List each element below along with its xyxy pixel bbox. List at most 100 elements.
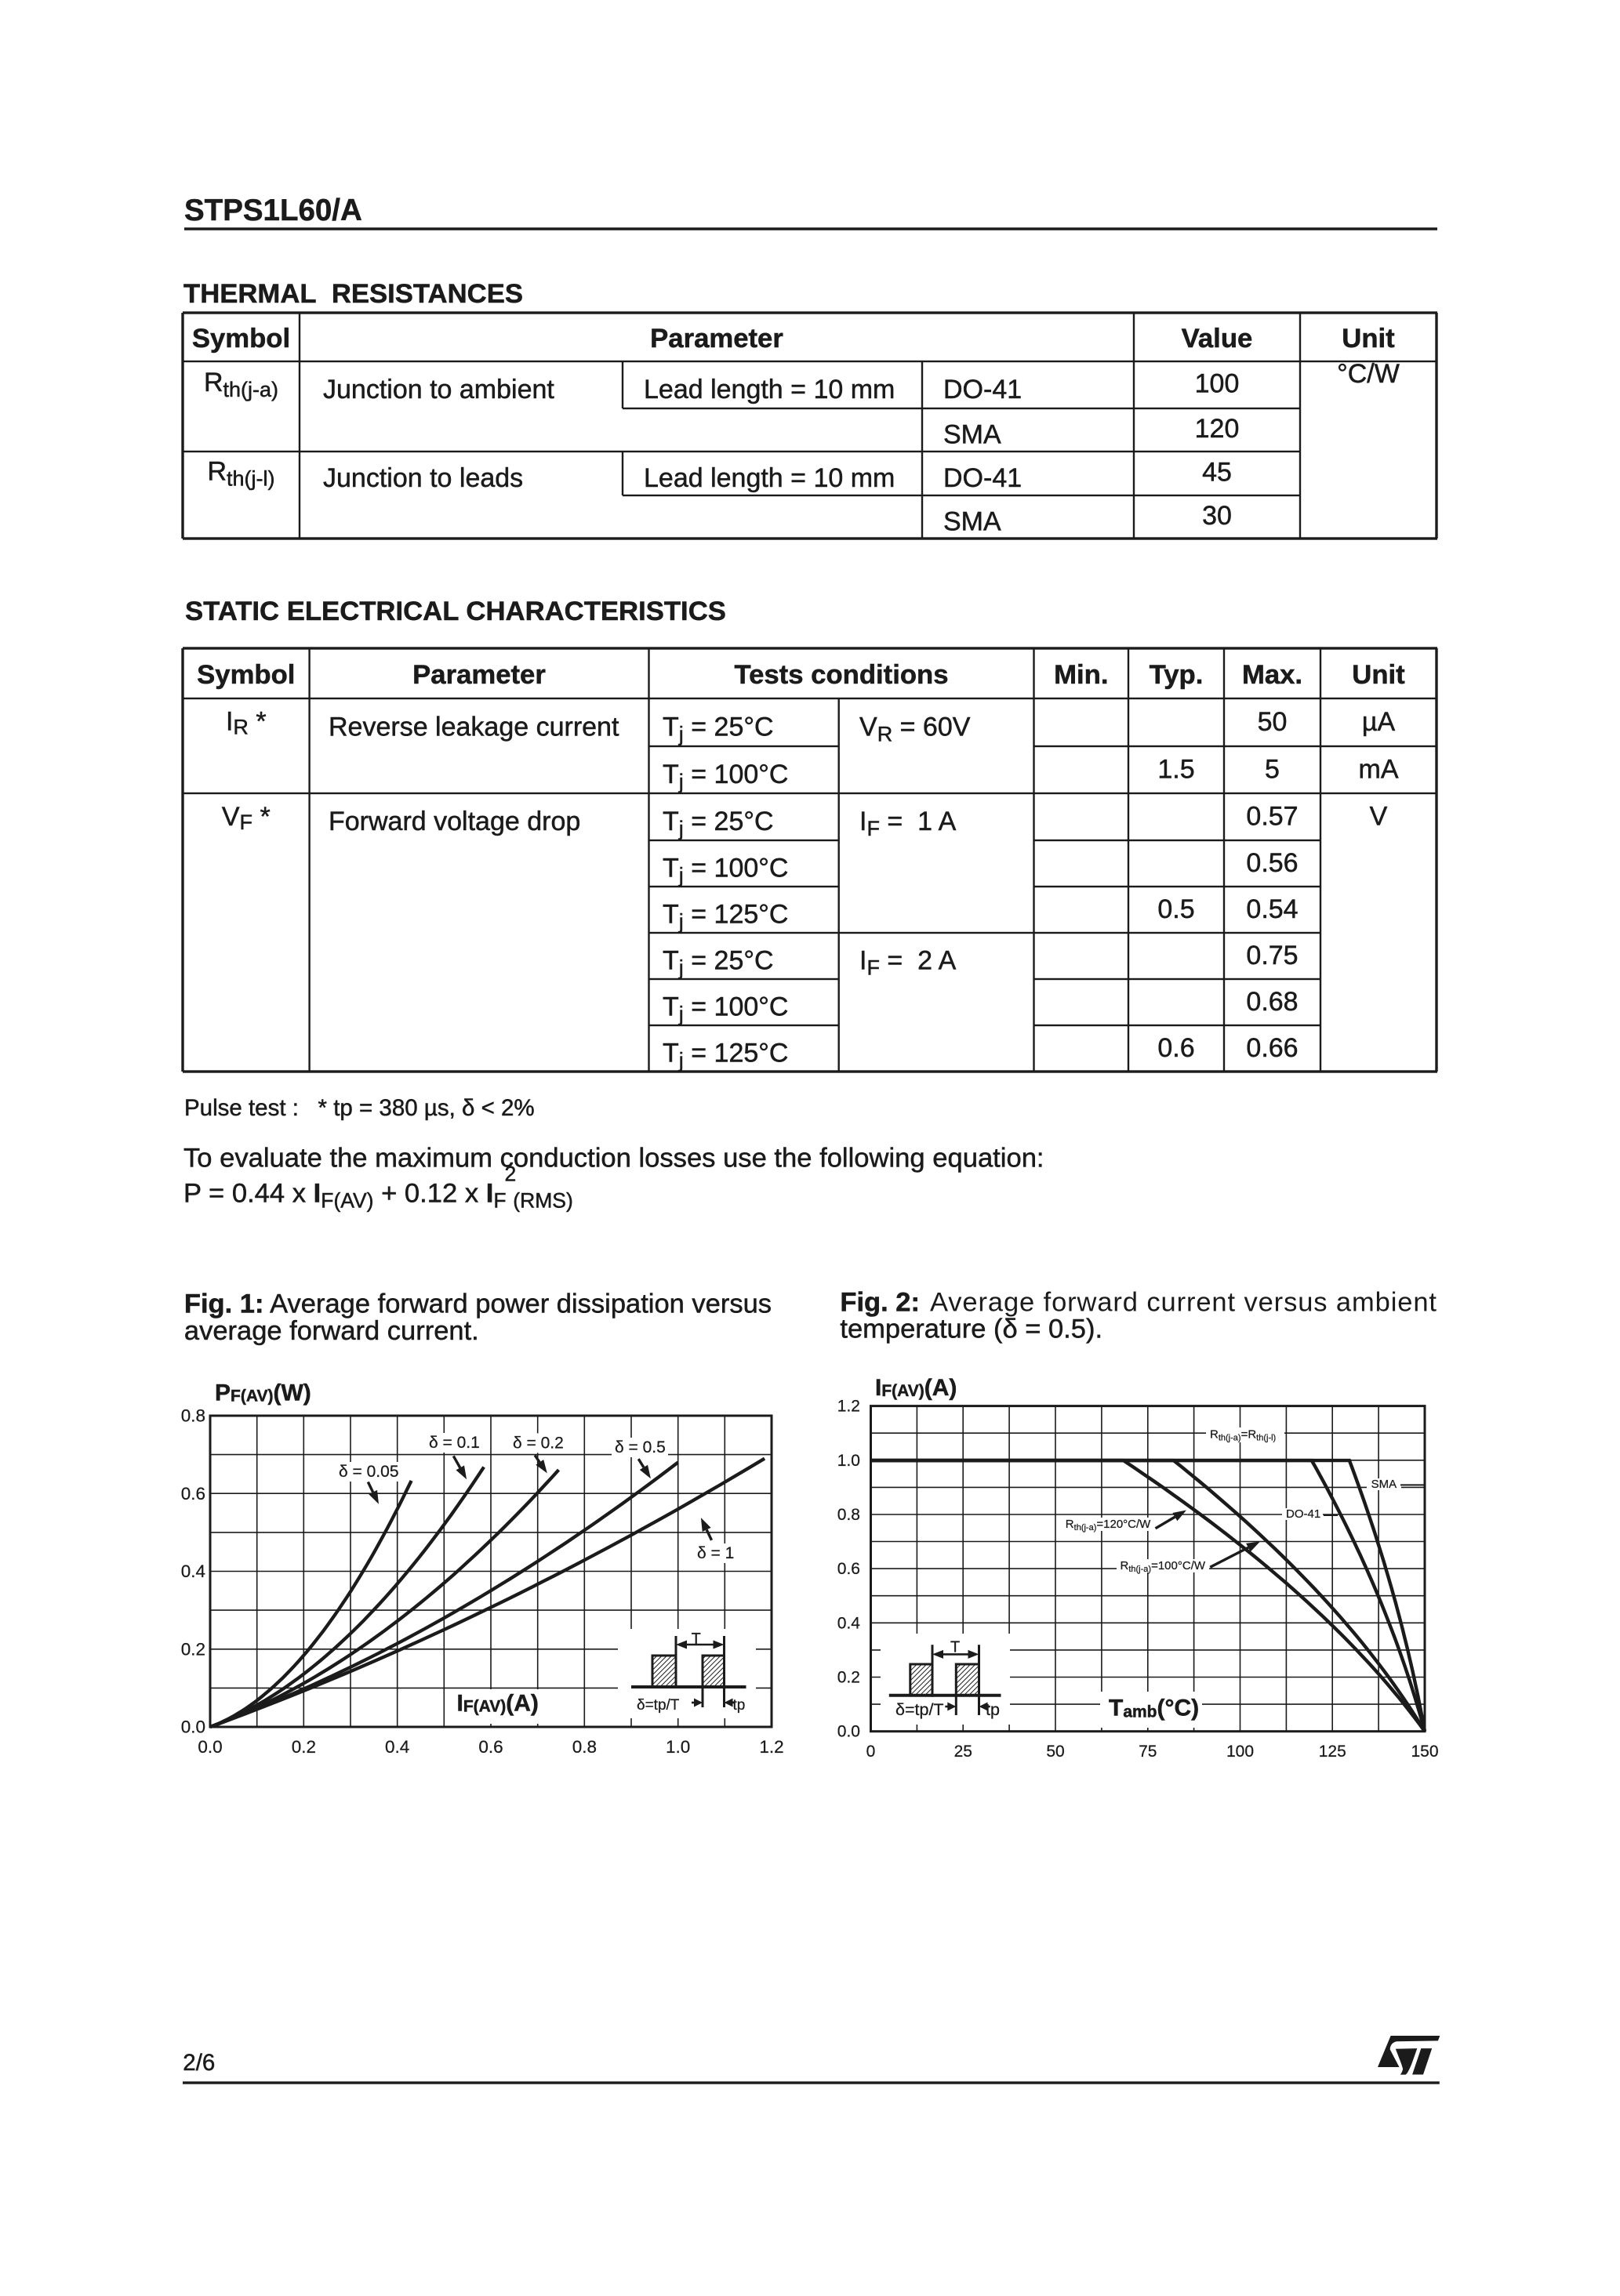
svg-text:DO-41: DO-41 [943,463,1022,493]
svg-text:T: T [950,1638,960,1656]
svg-text:1.5: 1.5 [1157,755,1194,785]
svg-text:Tj = 25°C: Tj = 25°C [663,807,774,840]
svg-text:T: T [692,1630,701,1648]
svg-text:VR = 60V: VR = 60V [859,713,971,746]
svg-text:0.6: 0.6 [478,1737,503,1757]
svg-text:IF(AV)(A): IF(AV)(A) [457,1690,539,1716]
svg-text:0.56: 0.56 [1246,848,1298,878]
svg-text:0.6: 0.6 [181,1484,205,1503]
svg-text:0.8: 0.8 [837,1506,860,1524]
svg-text:0.2: 0.2 [181,1639,205,1659]
svg-text:Fig. 1: Average forward power: Fig. 1: Average forward power dissipatio… [184,1289,772,1318]
svg-text:Unit: Unit [1352,660,1405,690]
svg-text:0.2: 0.2 [837,1669,860,1687]
svg-text:Tj = 125°C: Tj = 125°C [663,900,788,934]
svg-text:Fig. 2:: Fig. 2: [840,1288,920,1318]
svg-text:mA: mA [1359,755,1399,785]
svg-text:0.57: 0.57 [1246,802,1298,832]
svg-text:µA: µA [1362,707,1396,737]
svg-text:IF = 1 A: IF = 1 A [859,807,957,840]
svg-text:temperature (δ = 0.5).: temperature (δ = 0.5). [840,1315,1102,1344]
svg-text:30: 30 [1202,501,1232,531]
svg-text:1.2: 1.2 [837,1398,860,1416]
svg-text:IF(AV)(A): IF(AV)(A) [875,1375,957,1401]
svg-text:2/6: 2/6 [183,2050,215,2076]
svg-text:VF *: VF * [222,802,271,834]
svg-text:50: 50 [1046,1743,1064,1761]
svg-text:SMA: SMA [943,420,1001,450]
svg-text:°C/W: °C/W [1337,359,1400,389]
svg-text:120: 120 [1195,414,1240,444]
svg-text:Tj = 100°C: Tj = 100°C [663,760,788,793]
svg-text:δ = 0.2: δ = 0.2 [513,1434,564,1452]
svg-text:THERMAL RESISTANCES: THERMAL RESISTANCES [183,279,523,309]
svg-text:Forward voltage drop: Forward voltage drop [329,807,580,836]
svg-text:δ = 0.5: δ = 0.5 [615,1438,666,1456]
svg-text:0.8: 0.8 [181,1406,205,1426]
svg-text:Tests conditions: Tests conditions [734,660,948,690]
svg-text:0.2: 0.2 [292,1737,316,1757]
svg-text:Min.: Min. [1054,660,1108,690]
svg-text:IF = 2 A: IF = 2 A [859,946,957,980]
svg-text:1.0: 1.0 [837,1452,860,1470]
svg-text:Reverse leakage current: Reverse leakage current [329,713,619,742]
svg-text:average forward current.: average forward current. [184,1316,479,1346]
svg-text:Tj = 100°C: Tj = 100°C [663,854,788,887]
svg-text:Rth(j-a)=Rth(j-l): Rth(j-a)=Rth(j-l) [1210,1428,1276,1443]
svg-text:100: 100 [1226,1743,1254,1761]
svg-text:Tamb(°C): Tamb(°C) [1109,1696,1199,1721]
svg-text:0.8: 0.8 [572,1737,597,1757]
svg-text:Parameter: Parameter [650,324,783,354]
svg-text:150: 150 [1411,1743,1438,1761]
svg-text:5: 5 [1265,755,1280,785]
svg-text:Lead length = 10 mm: Lead length = 10 mm [644,375,895,404]
svg-text:δ = 0.1: δ = 0.1 [429,1434,480,1452]
svg-text:Rth(j-l): Rth(j-l) [207,457,274,491]
svg-text:DO-41: DO-41 [1286,1507,1320,1521]
svg-text:SMA: SMA [1371,1478,1397,1491]
svg-text:Value: Value [1182,324,1253,354]
svg-text:Typ.: Typ. [1150,660,1204,690]
svg-text:0.0: 0.0 [198,1737,222,1757]
svg-text:0.75: 0.75 [1246,941,1298,970]
svg-text:0.66: 0.66 [1246,1033,1298,1063]
svg-text:Tj = 25°C: Tj = 25°C [663,713,774,746]
svg-text:Lead length = 10 mm: Lead length = 10 mm [644,463,895,493]
svg-text:Junction to ambient: Junction to ambient [323,375,554,404]
svg-text:0: 0 [866,1743,876,1761]
svg-text:0.68: 0.68 [1246,987,1298,1017]
svg-text:25: 25 [954,1743,972,1761]
svg-text:0.5: 0.5 [1157,894,1194,924]
svg-text:100: 100 [1195,369,1240,399]
svg-text:δ = 1: δ = 1 [697,1544,734,1562]
svg-text:1.0: 1.0 [666,1737,690,1757]
svg-text:50: 50 [1258,707,1288,737]
svg-text:PF(AV)(W): PF(AV)(W) [215,1380,311,1406]
svg-text:Rth(j-a)=100°C/W: Rth(j-a)=100°C/W [1121,1559,1206,1574]
svg-text:V: V [1370,802,1388,832]
svg-text:δ = 0.05: δ = 0.05 [339,1463,399,1481]
svg-text:Pulse test : * tp = 380 µs,: Pulse test : * tp = 380 µs, δ < 2% [184,1095,535,1121]
svg-text:δ=tp/T: δ=tp/T [637,1697,680,1714]
svg-text:75: 75 [1139,1743,1157,1761]
svg-text:0.6: 0.6 [837,1560,860,1578]
svg-text:δ=tp/T: δ=tp/T [895,1700,944,1719]
svg-text:Tj = 25°C: Tj = 25°C [663,946,774,980]
svg-text:1.2: 1.2 [759,1737,783,1757]
svg-text:Tj = 100°C: Tj = 100°C [663,992,788,1026]
svg-text:Symbol: Symbol [197,660,295,690]
svg-text:45: 45 [1202,458,1232,488]
svg-text:Symbol: Symbol [192,324,290,354]
svg-text:Rth(j-a): Rth(j-a) [204,368,278,401]
svg-text:STPS1L60/A: STPS1L60/A [184,194,362,227]
svg-text:Max.: Max. [1242,660,1302,690]
svg-text:0.4: 0.4 [837,1614,861,1632]
svg-text:Average forward current versus: Average forward current versus ambient [930,1288,1437,1318]
svg-text:0.6: 0.6 [1157,1033,1194,1063]
svg-text:STATIC ELECTRICAL CHARACTERIST: STATIC ELECTRICAL CHARACTERISTICS [185,597,726,626]
svg-text:DO-41: DO-41 [943,375,1022,404]
svg-text:To evaluate the maximum conduc: To evaluate the maximum conduction losse… [183,1144,1044,1173]
svg-text:SMA: SMA [943,507,1001,537]
svg-text:IR *: IR * [226,707,267,739]
svg-text:0.0: 0.0 [837,1723,860,1741]
